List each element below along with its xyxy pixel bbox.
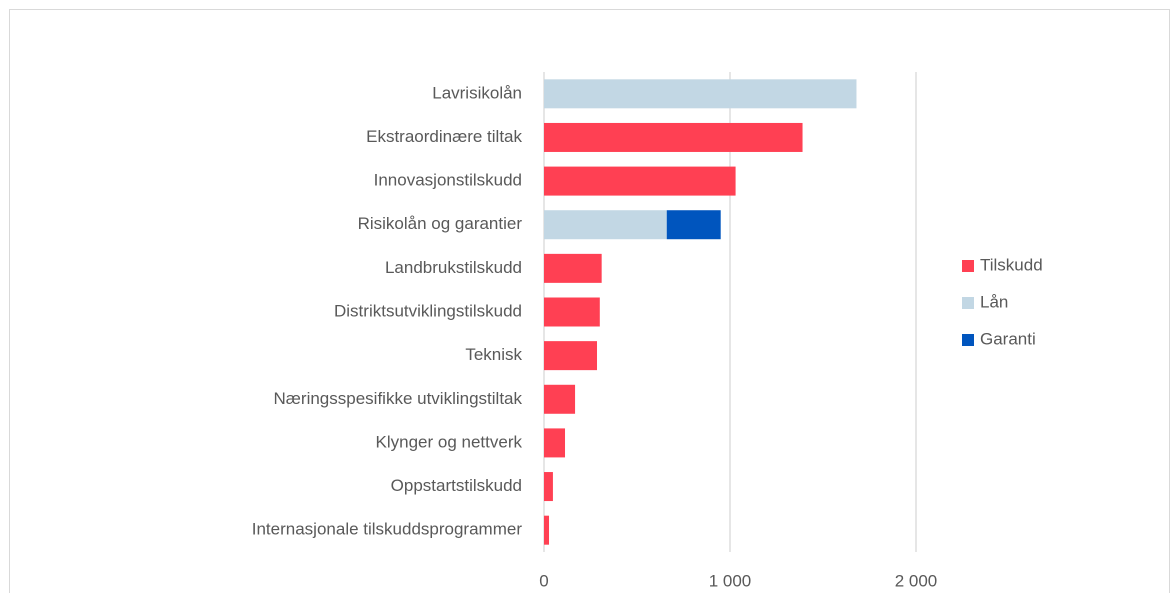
legend-swatch xyxy=(962,260,974,272)
y-tick-label: Internasjonale tilskuddsprogrammer xyxy=(252,520,523,539)
legend-swatch xyxy=(962,334,974,346)
y-tick-label: Klynger og nettverk xyxy=(376,432,523,451)
bar xyxy=(544,428,566,458)
bar xyxy=(544,384,576,414)
y-tick-label: Lavrisikolån xyxy=(432,83,522,102)
legend-label: Tilskudd xyxy=(980,255,1043,274)
bar xyxy=(544,253,602,283)
bar xyxy=(544,79,857,109)
bar xyxy=(544,341,598,371)
bar xyxy=(544,297,600,327)
x-tick-label: 0 xyxy=(539,571,548,590)
legend-label: Lån xyxy=(980,292,1008,311)
y-tick-label: Risikolån og garantier xyxy=(358,214,523,233)
bar xyxy=(666,210,721,240)
bar xyxy=(544,210,667,240)
x-tick-label: 2 000 xyxy=(895,571,938,590)
y-tick-label: Oppstartstilskudd xyxy=(391,476,522,495)
y-tick-label: Ekstraordinære tiltak xyxy=(366,127,522,146)
y-tick-label: Teknisk xyxy=(465,345,522,364)
legend-label: Garanti xyxy=(980,329,1036,348)
y-tick-label: Landbrukstilskudd xyxy=(385,258,522,277)
y-tick-label: Næringsspesifikke utviklingstiltak xyxy=(274,389,523,408)
y-tick-label: Distriktsutviklingstilskudd xyxy=(334,301,522,320)
bar xyxy=(544,472,553,502)
bar xyxy=(544,166,736,196)
x-tick-label: 1 000 xyxy=(709,571,752,590)
bar xyxy=(544,515,550,545)
legend-swatch xyxy=(962,297,974,309)
y-tick-label: Innovasjonstilskudd xyxy=(374,171,522,190)
bar xyxy=(544,122,803,152)
